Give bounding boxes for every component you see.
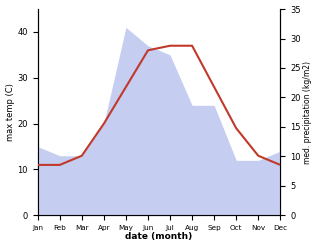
- Y-axis label: max temp (C): max temp (C): [5, 83, 15, 141]
- Y-axis label: med. precipitation (kg/m2): med. precipitation (kg/m2): [303, 61, 313, 164]
- X-axis label: date (month): date (month): [125, 232, 193, 242]
